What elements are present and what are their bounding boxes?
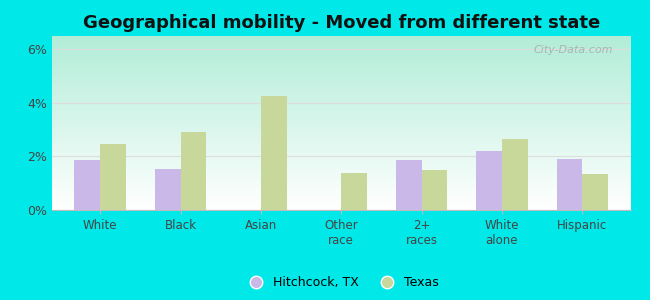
Bar <box>341 172 367 210</box>
Bar <box>100 144 126 210</box>
Bar <box>502 139 528 210</box>
Bar <box>396 160 422 210</box>
Legend: Hitchcock, TX, Texas: Hitchcock, TX, Texas <box>239 271 444 294</box>
Bar <box>476 151 502 210</box>
Bar <box>261 96 287 210</box>
Bar <box>155 169 181 210</box>
Bar <box>422 170 447 210</box>
Bar <box>181 132 206 210</box>
Bar <box>582 174 608 210</box>
Title: Geographical mobility - Moved from different state: Geographical mobility - Moved from diffe… <box>83 14 600 32</box>
Bar <box>556 159 582 210</box>
Bar <box>75 160 100 210</box>
Text: City-Data.com: City-Data.com <box>534 45 613 55</box>
